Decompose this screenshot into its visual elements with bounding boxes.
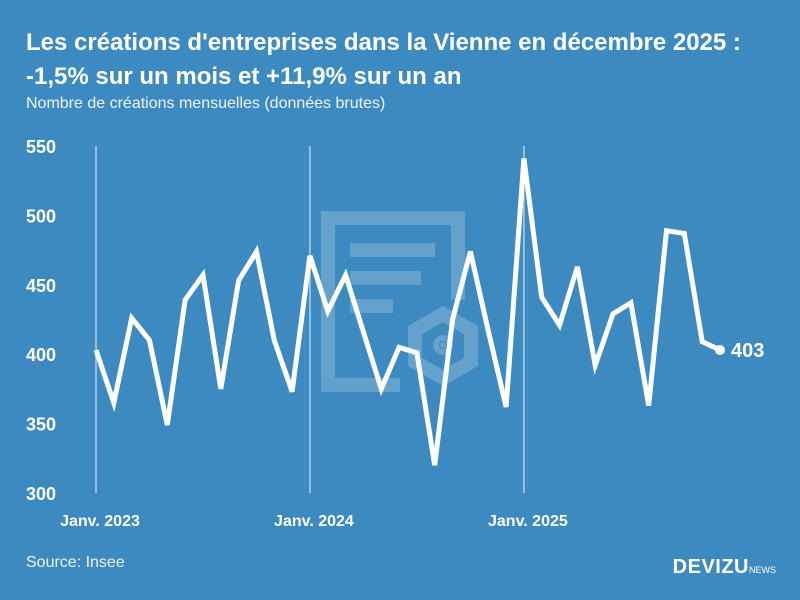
logo-suffix: NEWS bbox=[749, 565, 776, 575]
y-tick-label: 550 bbox=[26, 137, 56, 157]
devizu-logo: DEVIZUNEWS bbox=[673, 556, 776, 579]
x-tick-label: Janv. 2025 bbox=[488, 513, 568, 530]
x-tick-label: Janv. 2024 bbox=[274, 513, 354, 530]
y-tick-label: 500 bbox=[26, 206, 56, 226]
source-note: Source: Insee bbox=[26, 554, 125, 571]
data-point bbox=[715, 345, 725, 356]
y-tick-label: 450 bbox=[26, 276, 56, 296]
y-tick-label: 350 bbox=[26, 415, 56, 435]
last-value-label: 403 bbox=[731, 340, 764, 362]
y-tick-label: 300 bbox=[26, 484, 56, 504]
series-line bbox=[93, 158, 722, 466]
logo-main: DEVIZU bbox=[672, 556, 749, 578]
chart-subtitle: Nombre de créations mensuelles (données … bbox=[26, 95, 386, 112]
y-tick-label: 400 bbox=[26, 345, 56, 365]
chart-title: Les créations d'entreprises dans la Vien… bbox=[26, 29, 741, 90]
x-tick-label: Janv. 2023 bbox=[60, 513, 140, 530]
